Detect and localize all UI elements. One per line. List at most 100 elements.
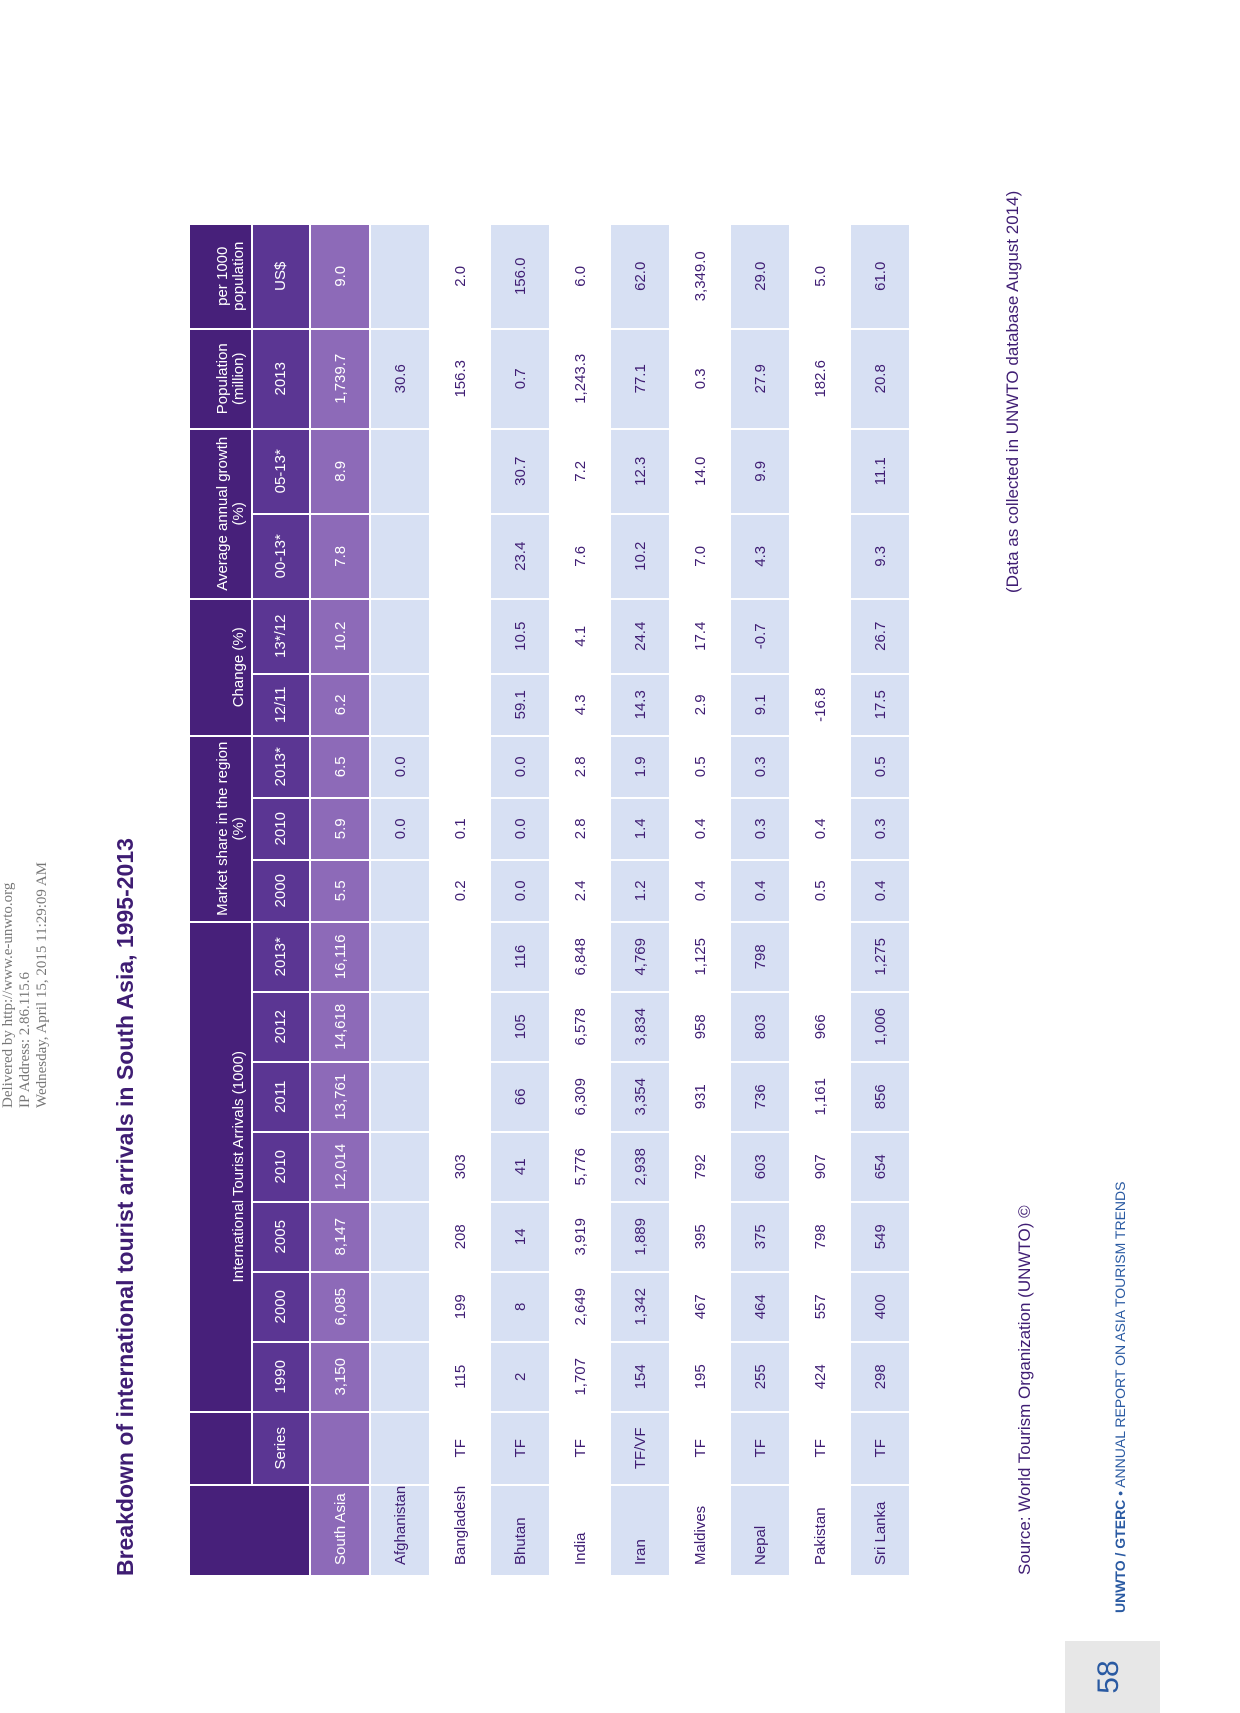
country-name: India [551,1483,611,1575]
series-cell: TF [671,1410,731,1484]
growth-00-13-cell: 7.8 [311,512,371,598]
growth-05-13-cell: 9.9 [731,427,791,513]
arrivals-2012-cell: 966 [791,990,851,1061]
share-2013-cell: 1.9 [611,734,671,797]
footer-publisher: UNWTO / GTERC [1112,1499,1128,1613]
population-cell: 20.8 [851,327,911,428]
arrivals-2005-cell: 14 [491,1200,551,1271]
change-12-11-cell: 14.3 [611,672,671,735]
change-13-12-cell: 24.4 [611,597,671,673]
arrivals-1990-cell: 298 [851,1340,911,1411]
population-cell: 156.3 [431,327,491,428]
country-name: Sri Lanka [851,1483,911,1575]
arrivals-2012-cell: 105 [491,990,551,1061]
usd-header: US$ [253,222,311,328]
arrivals-1990-cell: 3,150 [311,1340,371,1411]
page-number: 58 [1092,1660,1125,1694]
growth-00-13-cell: 4.3 [731,512,791,598]
change-13-12-cell [371,597,431,673]
arrivals-2005-cell: 208 [431,1200,491,1271]
series-cell: TF [491,1410,551,1484]
change-12-11-cell: 9.1 [731,672,791,735]
country-name: Nepal [731,1483,791,1575]
growth-05-13-cell: 8.9 [311,427,371,513]
population-cell: 77.1 [611,327,671,428]
arrivals-group-header: International Tourist Arrivals (1000) [190,920,253,1411]
population-cell: 30.6 [371,327,431,428]
year-2013-header: 2013* [253,920,311,991]
share-2010-cell: 1.4 [611,796,671,859]
usd-cell: 5.0 [791,222,851,328]
change-13-12-cell: 10.2 [311,597,371,673]
growth-group-header: Average annual growth (%) [190,427,253,598]
arrivals-2000-cell: 2,649 [551,1270,611,1341]
delivered-line-3: Wednesday, April 15, 2015 11:29:09 AM [34,862,50,1108]
growth-05-13-header: 05-13* [253,427,311,513]
share-2013-cell [431,734,491,797]
table-row: Sri Lanka TF 298 400 549 654 856 1,006 1… [851,222,911,1575]
arrivals-2010-cell: 603 [731,1130,791,1201]
source-note: Source: World Tourism Organization (UNWT… [1015,1205,1034,1575]
growth-05-13-cell: 7.2 [551,427,611,513]
arrivals-2011-cell [431,1060,491,1131]
change-12-11-cell [371,672,431,735]
arrivals-2012-cell [431,990,491,1061]
share-2010-cell: 0.0 [491,796,551,859]
change-13-12-cell: 4.1 [551,597,611,673]
footer-bullet: • [1112,1487,1128,1500]
arrivals-2005-cell: 549 [851,1200,911,1271]
arrivals-2011-cell: 736 [731,1060,791,1131]
change-12-11-header: 12/11 [253,672,311,735]
change-12-11-cell: 17.5 [851,672,911,735]
change-group-header: Change (%) [190,597,253,735]
delivered-line-2: IP Address: 2.86.115.6 [17,972,33,1108]
series-cell: TF [431,1410,491,1484]
delivered-line-1: Delivered by http://www.e-unwto.org [0,882,16,1108]
arrivals-2012-cell [371,990,431,1061]
usd-cell: 62.0 [611,222,671,328]
country-header [190,1483,311,1575]
arrivals-1990-cell: 424 [791,1340,851,1411]
population-cell: 1,739.7 [311,327,371,428]
arrivals-2013-cell: 6,848 [551,920,611,991]
arrivals-2010-cell: 12,014 [311,1130,371,1201]
series-cell [371,1410,431,1484]
arrivals-1990-cell: 1,707 [551,1340,611,1411]
country-name: Afghanistan [371,1483,431,1575]
usd-cell: 29.0 [731,222,791,328]
change-13-12-cell: 17.4 [671,597,731,673]
arrivals-2005-cell: 8,147 [311,1200,371,1271]
share-2000-cell: 0.4 [731,858,791,921]
usd-cell: 9.0 [311,222,371,328]
change-13-12-cell: 10.5 [491,597,551,673]
arrivals-2010-cell: 5,776 [551,1130,611,1201]
change-12-11-cell: -16.8 [791,672,851,735]
growth-00-13-cell: 23.4 [491,512,551,598]
change-13-12-cell [791,597,851,673]
growth-05-13-cell: 30.7 [491,427,551,513]
share-2010-cell: 0.1 [431,796,491,859]
arrivals-2011-cell: 856 [851,1060,911,1131]
arrivals-2005-cell: 1,889 [611,1200,671,1271]
share-2000-cell: 0.5 [791,858,851,921]
arrivals-2010-cell: 41 [491,1130,551,1201]
growth-00-13-cell: 9.3 [851,512,911,598]
arrivals-2012-cell: 3,834 [611,990,671,1061]
country-name: Maldives [671,1483,731,1575]
table-row: Nepal TF 255 464 375 603 736 803 798 0.4… [731,222,791,1575]
share-2010-header: 2010 [253,796,311,859]
share-2000-cell: 0.4 [851,858,911,921]
growth-00-13-cell: 7.0 [671,512,731,598]
arrivals-1990-cell: 2 [491,1340,551,1411]
table-row: Bhutan TF 2 8 14 41 66 105 116 0.0 0.0 0… [491,222,551,1575]
change-12-11-cell: 2.9 [671,672,731,735]
sub-header-row: Series 1990 2000 2005 2010 2011 2012 201… [253,222,311,1575]
series-cell: TF/VF [611,1410,671,1484]
arrivals-2000-cell: 467 [671,1270,731,1341]
growth-00-13-cell [371,512,431,598]
arrivals-2012-cell: 803 [731,990,791,1061]
growth-00-13-cell: 10.2 [611,512,671,598]
year-2012-header: 2012 [253,990,311,1061]
share-2013-cell: 0.5 [671,734,731,797]
table-row: Maldives TF 195 467 395 792 931 958 1,12… [671,222,731,1575]
